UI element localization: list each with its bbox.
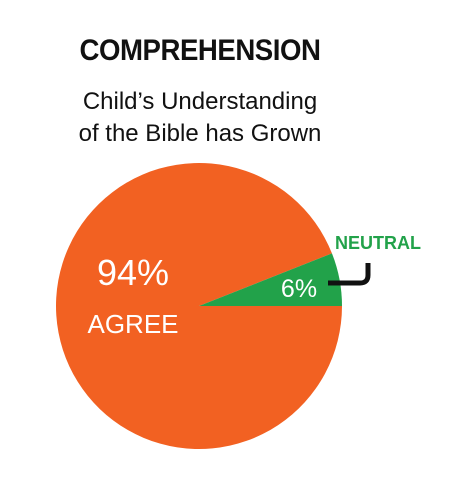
chart-title: COMPREHENSION bbox=[79, 34, 321, 67]
neutral-category-label: NEUTRAL bbox=[335, 233, 421, 253]
chart-subtitle: Child’s Understanding of the Bible has G… bbox=[0, 86, 400, 150]
pie-slice-neutral bbox=[199, 253, 342, 306]
neutral-callout-bracket bbox=[328, 263, 371, 286]
neutral-value-label: 6% bbox=[281, 275, 317, 303]
pie-slice-agree bbox=[56, 163, 343, 450]
chart-subtitle-line-2: of the Bible has Grown bbox=[78, 120, 322, 147]
agree-category-label: AGREE bbox=[87, 309, 178, 339]
chart-subtitle-line-1: Child’s Understanding bbox=[82, 88, 318, 115]
agree-value-label: 94% bbox=[97, 252, 169, 293]
